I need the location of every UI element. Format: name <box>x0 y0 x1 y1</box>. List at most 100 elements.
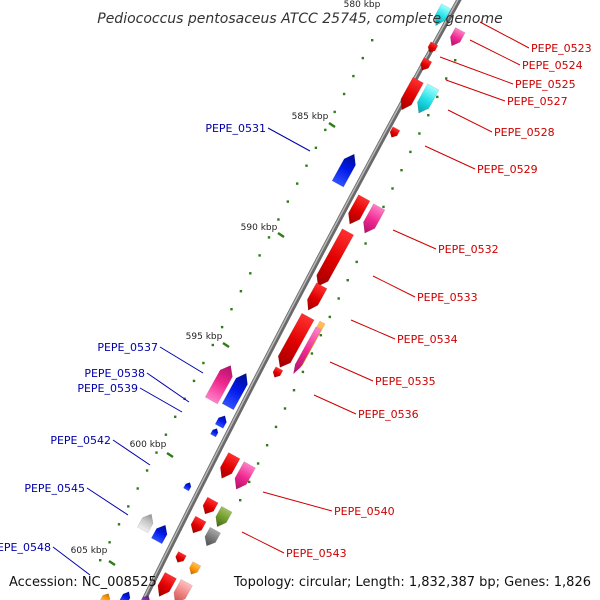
gene-arrow[interactable] <box>231 461 256 493</box>
guide-dot <box>305 164 308 167</box>
leader-line <box>241 531 285 554</box>
guide-dot <box>337 297 340 300</box>
leader-line <box>313 394 357 415</box>
gene-arrow[interactable] <box>418 57 433 73</box>
gene-label[interactable]: PEPE_0535 <box>375 375 436 388</box>
guide-dots <box>99 39 457 562</box>
guide-dot <box>174 415 177 418</box>
gene-arrow[interactable] <box>312 228 355 290</box>
gene-label[interactable]: PEPE_0543 <box>286 547 347 560</box>
kbp-ticks: 580 kbp 585 kbp 590 kbp 595 kbp 600 kbp 605 k… <box>71 0 381 567</box>
guide-dot <box>248 480 251 484</box>
guide-dot <box>108 541 111 544</box>
leader-line <box>139 387 183 413</box>
gene-label[interactable]: PEPE_0528 <box>494 126 555 139</box>
leader-line <box>52 546 91 576</box>
guide-dot <box>274 425 278 429</box>
gene-arrow[interactable] <box>210 427 219 438</box>
gene-arrow[interactable] <box>188 515 207 536</box>
gene-label[interactable]: PEPE_0534 <box>397 333 458 346</box>
tick-label: 580 kbp <box>344 0 381 10</box>
leader-line <box>372 275 416 298</box>
gene-arrow[interactable] <box>331 151 360 188</box>
gene-label[interactable]: PEPE_0532 <box>438 243 499 256</box>
gene-label[interactable]: PEPE_0525 <box>515 78 576 91</box>
gene-label[interactable]: PEPE_0531 <box>205 122 266 135</box>
gene-label[interactable]: PEPE_0548 <box>0 541 51 554</box>
gene-arrow[interactable] <box>151 522 170 545</box>
guide-dot <box>361 56 364 60</box>
tick-mark <box>222 341 230 349</box>
guide-dot <box>211 343 214 347</box>
gene-arrow[interactable] <box>413 83 440 117</box>
guide-dot <box>445 77 448 80</box>
leader-line <box>469 39 521 66</box>
leader-line <box>445 79 506 102</box>
guide-dot <box>155 451 158 454</box>
guide-dot <box>427 114 430 117</box>
tick-mark <box>166 451 174 459</box>
gene-label[interactable]: PEPE_0545 <box>24 482 85 495</box>
guide-dot <box>117 523 121 526</box>
leader-line <box>329 361 374 382</box>
gene-arrow[interactable] <box>359 203 386 237</box>
gene-arrow[interactable] <box>291 326 322 375</box>
gene-label[interactable]: PEPE_0537 <box>97 341 158 354</box>
gene-label[interactable]: PEPE_0538 <box>84 367 145 380</box>
gene-label[interactable]: PEPE_0536 <box>358 408 419 421</box>
tick-label: 600 kbp <box>130 440 167 450</box>
gene-label[interactable]: PEPE_0533 <box>417 291 478 304</box>
gene-arrow[interactable] <box>139 594 152 600</box>
guide-dot <box>164 433 168 436</box>
gene-arrow[interactable] <box>388 126 401 140</box>
gene-arrow[interactable] <box>221 370 252 411</box>
guide-dot <box>328 315 331 319</box>
guide-dot <box>319 334 322 337</box>
leader-line <box>392 229 437 250</box>
tick-mark <box>277 231 285 239</box>
gene-label[interactable]: PEPE_0524 <box>522 59 583 72</box>
tick-label: 590 kbp <box>241 223 278 233</box>
gene-arrow[interactable] <box>174 551 187 564</box>
tick-label: 585 kbp <box>292 112 329 122</box>
gene-label[interactable]: PEPE_0523 <box>531 42 592 55</box>
guide-dot <box>220 325 224 329</box>
gene-arrow[interactable] <box>447 27 466 48</box>
gene-arrow[interactable] <box>154 572 177 599</box>
gene-arrow[interactable] <box>187 561 202 577</box>
gene-arrow[interactable] <box>212 506 233 529</box>
gene-arrow[interactable] <box>216 452 241 481</box>
gene-arrow[interactable] <box>271 366 284 380</box>
gene-arrow[interactable] <box>201 526 221 549</box>
gene-arrow[interactable] <box>204 362 237 405</box>
gene-arrow[interactable] <box>200 496 219 517</box>
gene-label[interactable]: PEPE_0527 <box>507 95 568 108</box>
gene-arrow[interactable] <box>431 3 452 29</box>
gene-arrow[interactable] <box>274 312 315 371</box>
tick-mark <box>328 121 336 129</box>
gene-label[interactable]: PEPE_0529 <box>477 163 538 176</box>
guide-dot <box>382 205 385 209</box>
gene-arrow[interactable] <box>214 414 229 429</box>
gene-label[interactable]: PEPE_0540 <box>334 505 395 518</box>
gene-arrow[interactable] <box>99 592 112 600</box>
guide-dot <box>364 242 367 245</box>
gene-arrow[interactable] <box>344 194 371 228</box>
gene-arrow[interactable] <box>119 590 133 600</box>
gene-arrow[interactable] <box>183 481 192 492</box>
gene-arrow[interactable] <box>397 76 424 113</box>
gene-arrow[interactable] <box>137 511 156 534</box>
guide-dot <box>296 182 299 185</box>
gene-arrow[interactable] <box>303 282 328 313</box>
guide-dot <box>145 469 149 472</box>
guide-dot <box>400 169 403 172</box>
gene-arrow[interactable] <box>426 41 439 55</box>
leader-line <box>146 372 190 403</box>
guide-dot <box>202 361 205 365</box>
gene-label[interactable]: PEPE_0542 <box>50 434 111 447</box>
guide-dot <box>454 59 457 62</box>
leader-line <box>350 319 396 340</box>
gene-arrow[interactable] <box>170 579 193 600</box>
guide-dot <box>333 110 336 114</box>
gene-label[interactable]: PEPE_0539 <box>77 382 138 395</box>
